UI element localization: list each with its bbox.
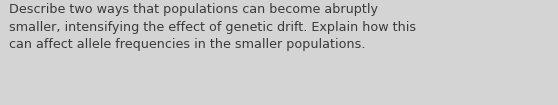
Text: Describe two ways that populations can become abruptly
smaller, intensifying the: Describe two ways that populations can b… xyxy=(9,3,416,51)
